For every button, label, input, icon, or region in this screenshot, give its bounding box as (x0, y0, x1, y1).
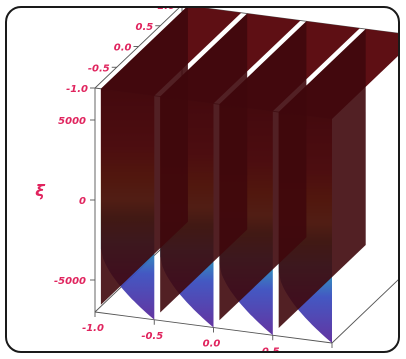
z-tick-label: 0.5 (136, 22, 154, 33)
x-tick-label: 0.5 (262, 346, 280, 351)
z-tick-label: 1.0 (157, 8, 175, 12)
surface-plot: -1.0-0.50.00.51.050000-50001.00.50.0-0.5… (35, 8, 398, 351)
figure-frame: -1.0-0.50.00.51.050000-50001.00.50.0-0.5… (5, 6, 400, 353)
x-tick-label: 0.0 (203, 339, 221, 350)
z-tick-label: 0.0 (114, 43, 132, 54)
z-tick-label: -0.5 (88, 63, 110, 74)
z-tick-label: -1.0 (66, 84, 88, 95)
y-tick-label: -5000 (54, 276, 86, 287)
y-tick-label: 5000 (58, 116, 86, 127)
surface-ridges (100, 8, 398, 343)
x-tick-label: -1.0 (82, 323, 104, 334)
surface-wall (100, 8, 188, 305)
box-edge-front (331, 279, 398, 344)
y-tick-label: 0 (79, 196, 86, 207)
x-axis-label: T(ns) (178, 350, 213, 351)
x-tick-label: -0.5 (141, 331, 163, 342)
y-axis-label: ξ (35, 181, 46, 200)
axis-labels: -1.0-0.50.00.51.050000-50001.00.50.0-0.5… (35, 8, 333, 351)
